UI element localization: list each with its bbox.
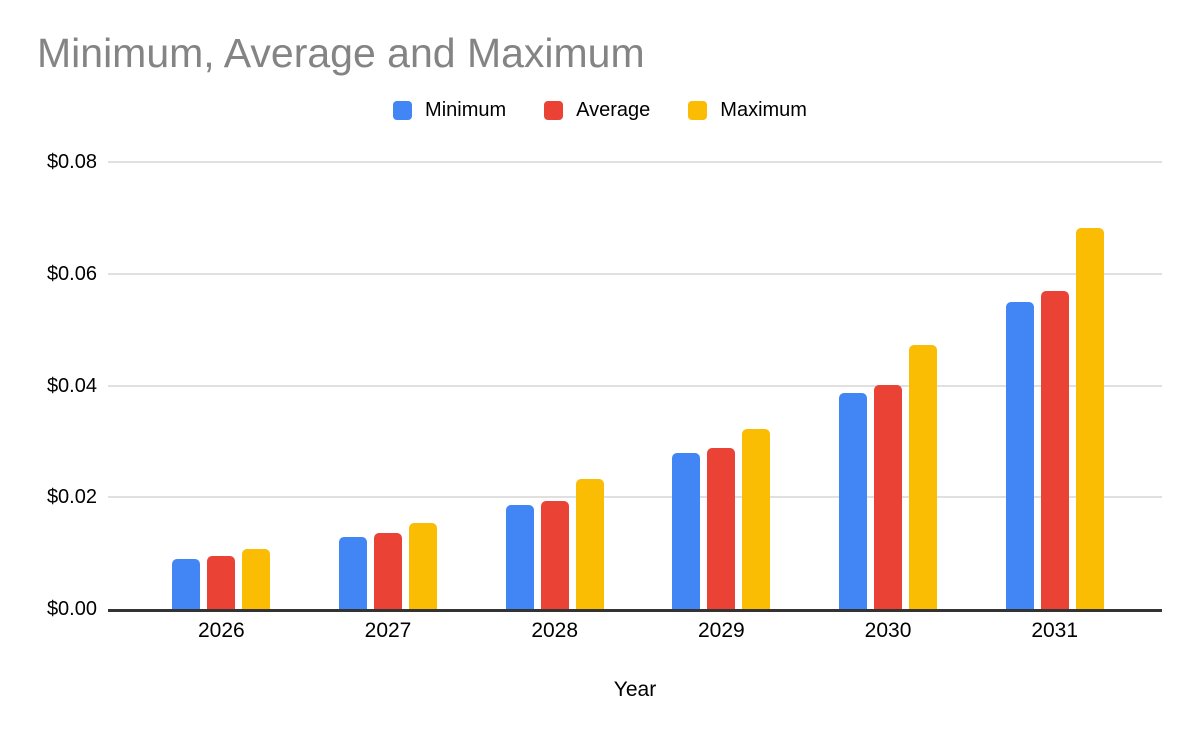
bar-average-2029[interactable] — [707, 448, 736, 609]
gridline — [108, 496, 1162, 499]
y-axis-label: $0.04 — [46, 374, 97, 397]
legend-item-average[interactable]: Average — [544, 99, 650, 122]
bar-minimum-2027[interactable] — [339, 537, 367, 609]
gridline — [108, 272, 1162, 275]
x-axis-label: 2028 — [531, 619, 579, 642]
bar-maximum-2031[interactable] — [1075, 228, 1104, 609]
bar-group-2030 — [805, 162, 972, 609]
y-axis-label: $0.06 — [46, 262, 97, 285]
bar-average-2026[interactable] — [207, 556, 236, 609]
bar-minimum-2028[interactable] — [505, 505, 534, 609]
legend-label-minimum: Minimum — [425, 99, 507, 121]
y-axis-label: $0.02 — [46, 486, 97, 509]
bar-maximum-2027[interactable] — [409, 523, 437, 609]
bars-region — [138, 162, 1138, 609]
legend-item-minimum[interactable]: Minimum — [393, 99, 506, 122]
y-axis-label: $0.08 — [46, 151, 97, 173]
y-axis-label: $0.00 — [46, 598, 97, 620]
x-axis-label: 2030 — [864, 619, 912, 642]
x-axis-labels: 2026 2027 2028 2029 2030 2031 — [138, 619, 1138, 643]
chart-title: Minimum, Average and Maximum — [37, 30, 645, 76]
legend: Minimum Average Maximum — [0, 99, 1200, 122]
bar-maximum-2026[interactable] — [242, 549, 271, 609]
legend-item-maximum[interactable]: Maximum — [688, 99, 807, 122]
x-axis-label: 2027 — [364, 619, 412, 642]
bar-group-2028 — [471, 162, 638, 609]
bar-minimum-2026[interactable] — [172, 559, 201, 609]
bar-average-2031[interactable] — [1040, 291, 1069, 609]
x-axis-label: 2031 — [1031, 619, 1079, 642]
x-axis-label: 2026 — [197, 619, 245, 642]
gridline — [108, 161, 1162, 163]
legend-label-average: Average — [576, 99, 651, 121]
legend-swatch-minimum-icon — [393, 101, 413, 120]
bar-maximum-2030[interactable] — [909, 345, 938, 609]
plot-area — [108, 161, 1162, 612]
bar-average-2027[interactable] — [374, 533, 402, 609]
gridline — [108, 384, 1162, 387]
bar-group-2026 — [138, 162, 305, 609]
legend-swatch-average-icon — [544, 101, 564, 120]
bar-average-2030[interactable] — [874, 385, 903, 609]
bar-maximum-2029[interactable] — [742, 429, 771, 609]
bar-minimum-2030[interactable] — [839, 393, 868, 609]
legend-label-maximum: Maximum — [720, 99, 807, 121]
bar-maximum-2028[interactable] — [575, 479, 604, 609]
x-axis-label: 2029 — [697, 619, 745, 642]
bar-minimum-2029[interactable] — [672, 453, 701, 609]
bar-minimum-2031[interactable] — [1005, 302, 1034, 609]
bar-group-2027 — [305, 162, 472, 609]
bar-group-2031 — [971, 162, 1138, 609]
bar-group-2029 — [638, 162, 805, 609]
legend-swatch-maximum-icon — [688, 101, 708, 120]
x-axis-title: Year — [613, 678, 657, 701]
bar-average-2028[interactable] — [540, 501, 569, 609]
